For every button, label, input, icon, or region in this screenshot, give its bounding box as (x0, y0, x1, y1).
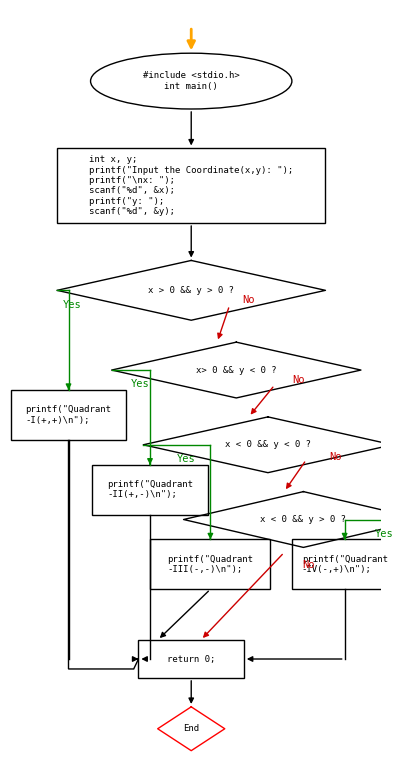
Polygon shape (158, 707, 225, 751)
Text: return 0;: return 0; (167, 654, 215, 664)
Text: Yes: Yes (131, 379, 150, 389)
Bar (139, 640, 244, 678)
Polygon shape (143, 417, 392, 473)
Polygon shape (112, 342, 361, 398)
Text: x < 0 && y > 0 ?: x < 0 && y > 0 ? (261, 515, 346, 524)
Text: printf("Quadrant
-I(+,+)\n");: printf("Quadrant -I(+,+)\n"); (25, 405, 112, 424)
Text: printf("Quadrant
-II(+,-)\n");: printf("Quadrant -II(+,-)\n"); (107, 480, 193, 499)
Text: printf("Quadrant
-III(-,-)\n");: printf("Quadrant -III(-,-)\n"); (168, 554, 253, 574)
Text: No: No (242, 295, 255, 305)
Bar (93, 464, 208, 514)
Text: End: End (183, 724, 199, 734)
Text: #include <stdio.h>
int main(): #include <stdio.h> int main() (143, 72, 240, 91)
Bar (150, 539, 270, 589)
Text: x> 0 && y < 0 ?: x> 0 && y < 0 ? (196, 365, 276, 375)
Polygon shape (184, 491, 396, 548)
Text: x < 0 && y < 0 ?: x < 0 && y < 0 ? (225, 441, 311, 449)
Text: Yes: Yes (177, 454, 196, 464)
Bar (292, 539, 396, 589)
Ellipse shape (91, 53, 292, 109)
Bar (57, 148, 326, 223)
Text: int x, y;
printf("Input the Coordinate(x,y): ");
printf("\nx: ");
scanf("%d", &x: int x, y; printf("Input the Coordinate(x… (89, 155, 293, 216)
Text: Yes: Yes (375, 529, 393, 540)
Text: No: No (292, 375, 305, 385)
Text: printf("Quadrant
-IV(-,+)\n");: printf("Quadrant -IV(-,+)\n"); (302, 554, 388, 574)
Text: Yes: Yes (63, 300, 82, 310)
Text: No: No (302, 561, 314, 571)
Polygon shape (57, 261, 326, 320)
Text: x > 0 && y > 0 ?: x > 0 && y > 0 ? (148, 286, 234, 295)
Bar (11, 390, 126, 440)
Text: No: No (329, 451, 341, 461)
